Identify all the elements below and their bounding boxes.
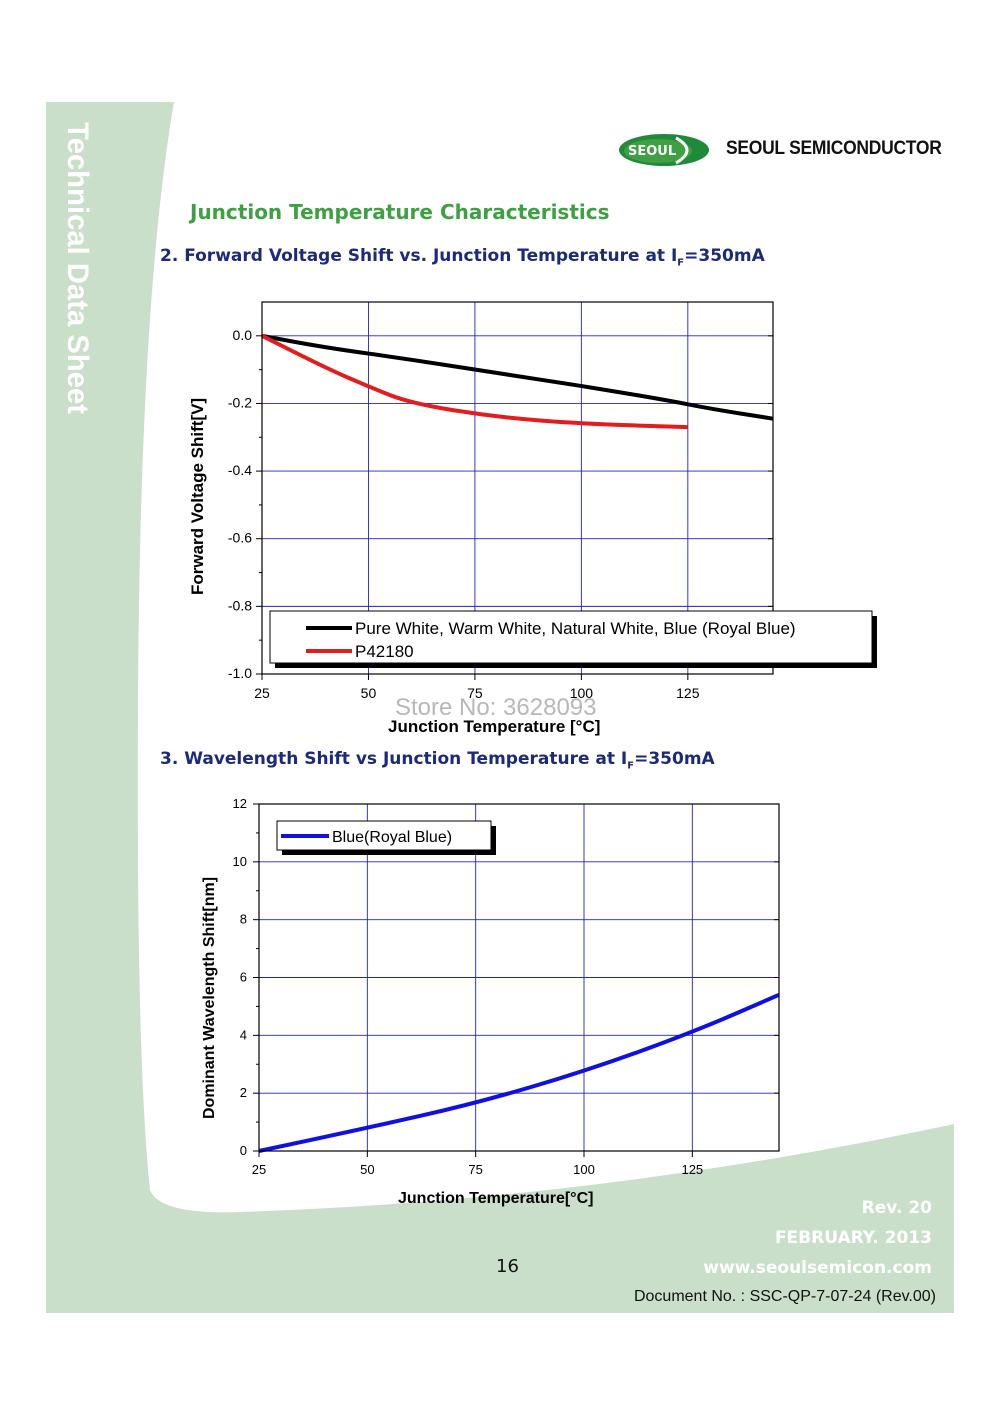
- y-tick-label: 10: [233, 854, 247, 869]
- vertical-title-text: Technical Data Sheet: [61, 122, 94, 414]
- document-number: Document No. : SSC-QP-7-07-24 (Rev.00): [633, 1288, 936, 1305]
- y-tick-label: -1.0: [228, 665, 252, 681]
- x-tick-label: 100: [570, 685, 594, 701]
- brand-name: SEOUL SEMICONDUCTOR: [726, 138, 942, 159]
- legend-box: [269, 610, 873, 664]
- page-number: 16: [496, 1256, 519, 1277]
- x-tick-label: 100: [573, 1162, 595, 1177]
- y-axis-title: Dominant Wavelength Shift[nm]: [201, 877, 218, 1119]
- y-tick-label: 8: [240, 912, 247, 927]
- y-tick-label: 6: [240, 970, 247, 985]
- y-tick-label: 2: [240, 1085, 247, 1100]
- chart-frame: [261, 301, 774, 675]
- seoul-logo-badge: [619, 134, 709, 166]
- y-tick-label: 0.0: [233, 327, 253, 343]
- x-tick-label: 75: [468, 1162, 482, 1177]
- chart2-heading: 2. Forward Voltage Shift vs. Junction Te…: [160, 246, 765, 269]
- legend-label-1: Pure White, Warm White, Natural White, B…: [355, 619, 796, 638]
- x-tick-label: 50: [361, 685, 377, 701]
- sidebar-green-band: [46, 102, 954, 1313]
- series-line-1: [258, 993, 780, 1153]
- legend-label-2: P42180: [355, 642, 414, 661]
- series-line-1: [261, 333, 774, 421]
- x-tick-label: 125: [681, 1162, 703, 1177]
- logo-badge-text: SEOUL: [628, 144, 677, 159]
- y-tick-label: 0: [240, 1143, 247, 1158]
- y-tick-label: -0.4: [228, 462, 252, 478]
- x-axis-title: Junction Temperature [°C]: [388, 717, 600, 736]
- x-tick-label: 25: [252, 1162, 266, 1177]
- date-label: FEBRUARY. 2013: [774, 1228, 932, 1248]
- y-tick-label: -0.2: [228, 394, 252, 410]
- revision-label: Rev. 20: [861, 1198, 932, 1218]
- chart3-heading: 3. Wavelength Shift vs Junction Temperat…: [160, 749, 715, 772]
- y-tick-label: -0.8: [228, 597, 252, 613]
- vertical-title: Technical Data Sheet: [61, 122, 94, 414]
- x-tick-label: 75: [467, 685, 483, 701]
- y-tick-label: 4: [240, 1027, 247, 1042]
- website-link[interactable]: www.seoulsemicon.com: [703, 1258, 932, 1278]
- section-title: Junction Temperature Characteristics: [190, 200, 610, 224]
- watermark: Store No: 3628093: [395, 694, 597, 721]
- x-tick-label: 25: [254, 685, 270, 701]
- y-tick-label: 12: [233, 796, 247, 811]
- x-tick-label: 125: [676, 685, 700, 701]
- x-tick-label: 50: [360, 1162, 374, 1177]
- legend-label-1: Blue(Royal Blue): [332, 829, 452, 846]
- x-axis-title: Junction Temperature[°C]: [398, 1190, 593, 1207]
- y-tick-label: -0.6: [228, 530, 252, 546]
- series-line-2: [261, 334, 688, 430]
- y-axis-title: Forward Voltage Shift[V]: [188, 398, 207, 595]
